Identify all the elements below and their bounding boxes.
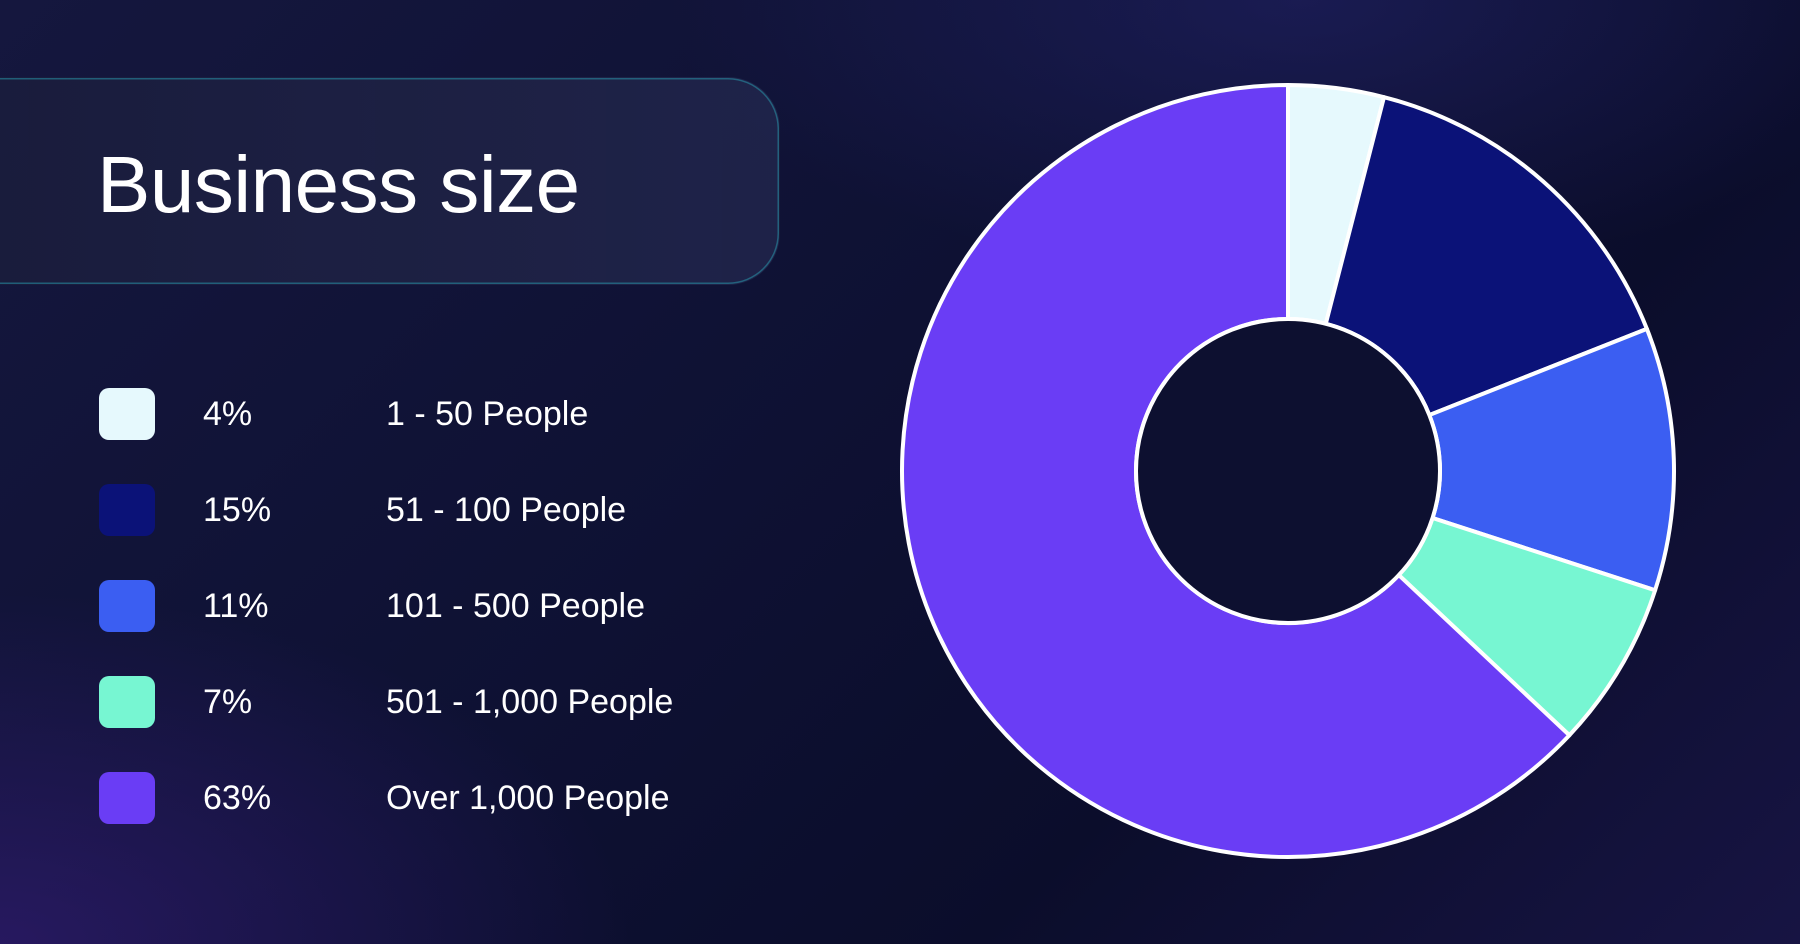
- donut-hole: [1134, 317, 1442, 625]
- title-card: [0, 77, 780, 285]
- legend-item: 15% 51 - 100 People: [98, 482, 738, 578]
- legend-label: 1 - 50 People: [386, 395, 589, 433]
- legend-label: Over 1,000 People: [386, 779, 670, 817]
- legend-swatch: [99, 772, 155, 824]
- legend-item: 4% 1 - 50 People: [98, 386, 738, 482]
- legend-item: 7% 501 - 1,000 People: [98, 674, 738, 770]
- legend-item: 63% Over 1,000 People: [98, 770, 738, 866]
- donut-chart: [900, 83, 1676, 859]
- legend-percent: 15%: [203, 491, 272, 529]
- legend-percent: 7%: [203, 683, 253, 721]
- legend-swatch: [99, 388, 155, 440]
- legend-label: 51 - 100 People: [386, 491, 627, 529]
- legend-item: 11% 101 - 500 People: [98, 578, 738, 674]
- chart-title: Business size: [97, 140, 580, 229]
- legend-percent: 4%: [203, 395, 253, 433]
- legend-label: 501 - 1,000 People: [386, 683, 674, 721]
- legend-label: 101 - 500 People: [386, 587, 645, 625]
- legend-percent: 11%: [203, 587, 269, 625]
- legend: 4% 1 - 50 People 15% 51 - 100 People 11%…: [98, 386, 738, 866]
- legend-swatch: [99, 484, 155, 536]
- legend-swatch: [99, 676, 155, 728]
- legend-swatch: [99, 580, 155, 632]
- legend-percent: 63%: [203, 779, 272, 817]
